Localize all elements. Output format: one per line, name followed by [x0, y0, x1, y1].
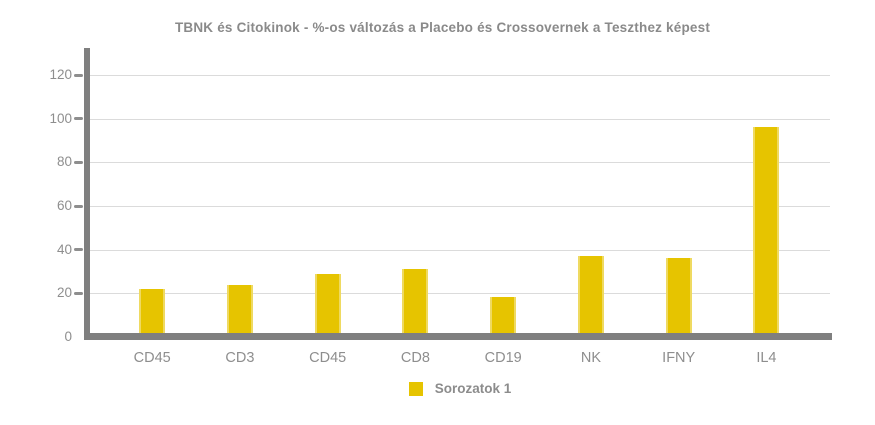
x-axis-category-label: IL4 — [756, 350, 777, 366]
bar-il4 — [753, 127, 780, 333]
y-axis-tick — [74, 248, 83, 252]
gridline — [90, 293, 830, 295]
legend-series-label: Sorozatok 1 — [434, 381, 512, 396]
y-axis-tick — [74, 204, 83, 208]
legend: Sorozatok 1 — [90, 381, 830, 396]
x-axis-category-label: CD19 — [484, 350, 522, 366]
bar-cd45 — [139, 288, 166, 333]
bar-cd8 — [402, 269, 429, 333]
gridline — [90, 118, 830, 120]
x-axis-category-label: CD45 — [309, 350, 347, 366]
bar-ifny — [665, 258, 692, 333]
bar-nk — [577, 256, 604, 333]
gridline — [90, 162, 830, 164]
bar-cd19 — [490, 296, 517, 333]
bar-cd45 — [314, 273, 341, 333]
x-axis-category-label: CD8 — [400, 350, 430, 366]
y-axis-tick — [74, 73, 83, 77]
x-axis-category-label: NK — [580, 350, 602, 366]
gridline — [90, 75, 830, 76]
legend-swatch-icon — [408, 381, 423, 396]
x-axis-category-label: CD3 — [225, 350, 255, 366]
y-axis-tick-label: 20 — [56, 285, 72, 301]
y-axis-tick-label: 120 — [49, 67, 72, 82]
y-axis-tick-label: 60 — [56, 198, 72, 213]
gridline — [90, 206, 830, 207]
y-axis-tick — [74, 160, 83, 164]
y-axis-tick-label: 0 — [64, 329, 72, 344]
y-axis-line — [84, 48, 90, 340]
x-axis-category-label: CD45 — [133, 350, 171, 366]
bar-cd3 — [226, 284, 253, 333]
y-axis-tick-label: 100 — [49, 110, 72, 126]
y-axis-tick-label: 80 — [56, 154, 72, 170]
x-axis-line — [84, 333, 832, 340]
x-axis-category-label: IFNY — [662, 350, 696, 366]
chart-title: TBNK és Citokinok - %-os változás a Plac… — [174, 20, 711, 35]
y-axis-tick — [74, 291, 83, 295]
gridline — [90, 249, 830, 251]
y-axis-tick-label: 40 — [56, 241, 72, 257]
y-axis-tick — [74, 117, 83, 121]
